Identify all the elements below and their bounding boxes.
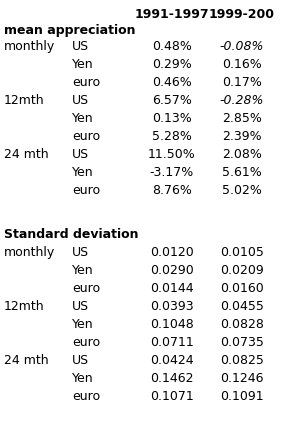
Text: 0.1091: 0.1091: [220, 390, 264, 403]
Text: 6.57%: 6.57%: [152, 94, 192, 107]
Text: 0.0825: 0.0825: [220, 354, 264, 367]
Text: Yen: Yen: [72, 112, 94, 125]
Text: 0.0735: 0.0735: [220, 336, 264, 349]
Text: mean appreciation: mean appreciation: [4, 24, 135, 37]
Text: 0.13%: 0.13%: [152, 112, 192, 125]
Text: 8.76%: 8.76%: [152, 184, 192, 197]
Text: US: US: [72, 246, 89, 259]
Text: 0.1048: 0.1048: [150, 318, 194, 331]
Text: euro: euro: [72, 130, 100, 143]
Text: US: US: [72, 354, 89, 367]
Text: 24 mth: 24 mth: [4, 354, 49, 367]
Text: Yen: Yen: [72, 166, 94, 179]
Text: -3.17%: -3.17%: [150, 166, 194, 179]
Text: 0.0455: 0.0455: [220, 300, 264, 313]
Text: 2.85%: 2.85%: [222, 112, 262, 125]
Text: 5.28%: 5.28%: [152, 130, 192, 143]
Text: 0.17%: 0.17%: [222, 76, 262, 89]
Text: 2.08%: 2.08%: [222, 148, 262, 161]
Text: 5.02%: 5.02%: [222, 184, 262, 197]
Text: 0.0290: 0.0290: [150, 264, 194, 277]
Text: 0.0209: 0.0209: [220, 264, 264, 277]
Text: 0.0160: 0.0160: [220, 282, 264, 295]
Text: 2.39%: 2.39%: [222, 130, 262, 143]
Text: Yen: Yen: [72, 58, 94, 71]
Text: monthly: monthly: [4, 246, 55, 259]
Text: Yen: Yen: [72, 318, 94, 331]
Text: euro: euro: [72, 282, 100, 295]
Text: 0.0393: 0.0393: [150, 300, 194, 313]
Text: 0.0144: 0.0144: [150, 282, 194, 295]
Text: euro: euro: [72, 336, 100, 349]
Text: US: US: [72, 40, 89, 53]
Text: Yen: Yen: [72, 264, 94, 277]
Text: 1991-1997: 1991-1997: [135, 8, 209, 21]
Text: 11.50%: 11.50%: [148, 148, 196, 161]
Text: 0.1071: 0.1071: [150, 390, 194, 403]
Text: 0.0120: 0.0120: [150, 246, 194, 259]
Text: 0.48%: 0.48%: [152, 40, 192, 53]
Text: euro: euro: [72, 76, 100, 89]
Text: US: US: [72, 300, 89, 313]
Text: US: US: [72, 148, 89, 161]
Text: 0.16%: 0.16%: [222, 58, 262, 71]
Text: Standard deviation: Standard deviation: [4, 228, 139, 241]
Text: 0.29%: 0.29%: [152, 58, 192, 71]
Text: 0.0711: 0.0711: [150, 336, 194, 349]
Text: 0.0424: 0.0424: [150, 354, 194, 367]
Text: 0.1246: 0.1246: [220, 372, 264, 385]
Text: 0.0828: 0.0828: [220, 318, 264, 331]
Text: euro: euro: [72, 184, 100, 197]
Text: euro: euro: [72, 390, 100, 403]
Text: -0.08%: -0.08%: [220, 40, 264, 53]
Text: 5.61%: 5.61%: [222, 166, 262, 179]
Text: Yen: Yen: [72, 372, 94, 385]
Text: 0.46%: 0.46%: [152, 76, 192, 89]
Text: 24 mth: 24 mth: [4, 148, 49, 161]
Text: US: US: [72, 94, 89, 107]
Text: -0.28%: -0.28%: [220, 94, 264, 107]
Text: 0.0105: 0.0105: [220, 246, 264, 259]
Text: 12mth: 12mth: [4, 94, 45, 107]
Text: monthly: monthly: [4, 40, 55, 53]
Text: 0.1462: 0.1462: [150, 372, 194, 385]
Text: 12mth: 12mth: [4, 300, 45, 313]
Text: 1999-200: 1999-200: [209, 8, 275, 21]
